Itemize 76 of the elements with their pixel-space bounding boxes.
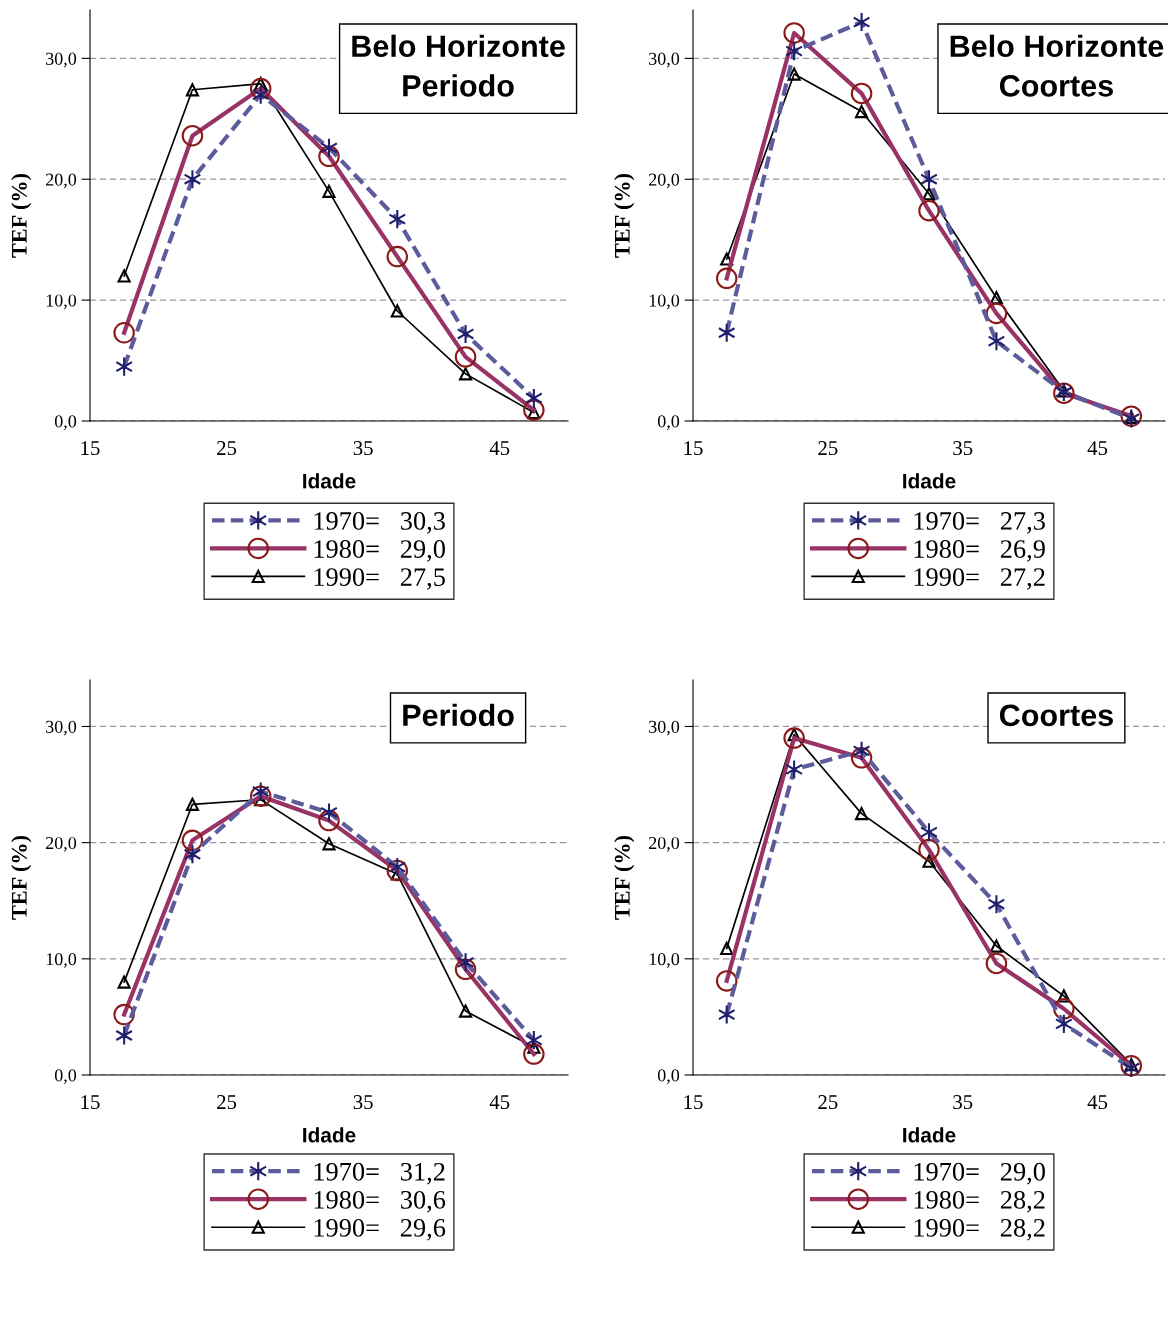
y-tick-label: 0,0 (657, 1069, 680, 1085)
y-axis-title: TEF (%) (614, 835, 635, 920)
point (322, 184, 336, 198)
y-axis-title: TEF (%) (11, 173, 32, 258)
legend-label: 1990= 27,2 (914, 568, 1045, 590)
text: Coortes (999, 704, 1113, 727)
y-tick-label: 30,0 (649, 720, 680, 736)
y-tick-label: 10,0 (649, 953, 680, 968)
x-axis-title: Idade (303, 1127, 356, 1143)
x-tick-label: 15 (684, 441, 703, 456)
x-tick-label: 35 (953, 441, 973, 456)
legend-label: 1980= 30,6 (314, 1190, 446, 1213)
y-tick-label: 10,0 (46, 953, 77, 968)
point (989, 939, 1004, 953)
point (117, 975, 131, 989)
y-tick-label: 30,0 (46, 720, 77, 736)
x-tick-label: 45 (1087, 441, 1108, 456)
point (458, 367, 473, 381)
x-tick-label: 25 (818, 1095, 838, 1110)
legend-label: 1970= 27,3 (914, 512, 1045, 534)
x-axis-title: Idade (903, 473, 956, 489)
point (185, 797, 200, 811)
text: Belo Horizonte Periodo (352, 34, 565, 97)
y-tick-label: 30,0 (649, 52, 680, 68)
point (390, 304, 404, 318)
y-tick-label: 0,0 (54, 415, 77, 431)
x-tick-label: 15 (684, 1095, 703, 1110)
y-tick-label: 10,0 (46, 294, 77, 310)
x-tick-label: 15 (81, 1095, 100, 1110)
legend-label: 1990= 27,5 (314, 568, 445, 590)
text: Belo Horizonte Coortes (950, 34, 1164, 97)
point (717, 322, 736, 343)
point (922, 854, 936, 868)
y-tick-label: 30,0 (46, 52, 77, 68)
legend-label: 1980= 28,2 (914, 1190, 1045, 1213)
x-tick-label: 45 (1087, 1095, 1108, 1110)
y-tick-label: 20,0 (46, 836, 77, 852)
x-tick-label: 25 (217, 1095, 237, 1110)
text: Periodo (403, 703, 514, 727)
legend-label: 1970= 31,2 (314, 1162, 445, 1185)
x-axis-title: Idade (303, 473, 356, 489)
x-tick-label: 25 (217, 441, 237, 456)
legend-label: 1990= 28,2 (914, 1218, 1045, 1241)
y-tick-label: 20,0 (46, 173, 77, 189)
y-axis-title: TEF (%) (11, 835, 32, 920)
point (185, 83, 200, 97)
point (720, 252, 734, 266)
point (1057, 989, 1071, 1003)
y-tick-label: 0,0 (54, 1069, 77, 1085)
x-axis-title: Idade (903, 1127, 956, 1143)
legend-label: 1990= 29,6 (314, 1218, 446, 1241)
point (787, 67, 801, 81)
legend-label: 1980= 26,9 (914, 540, 1045, 562)
x-tick-label: 45 (489, 441, 510, 456)
point (117, 269, 131, 283)
y-axis-title: TEF (%) (614, 173, 635, 258)
y-tick-label: 0,0 (657, 415, 680, 431)
point (458, 1004, 473, 1018)
legend-label: 1970= 30,3 (314, 512, 445, 534)
legend-label: 1980= 29,0 (314, 540, 445, 562)
point (854, 807, 869, 821)
point (854, 104, 869, 119)
x-tick-label: 35 (353, 1095, 373, 1110)
point (989, 291, 1004, 305)
legend-label: 1970= 29,0 (914, 1162, 1045, 1185)
x-tick-label: 35 (353, 441, 373, 456)
x-tick-label: 15 (81, 441, 100, 456)
y-tick-label: 20,0 (649, 173, 680, 189)
x-tick-label: 45 (489, 1095, 510, 1110)
x-tick-label: 35 (953, 1095, 973, 1110)
point (322, 837, 336, 851)
point (922, 187, 936, 201)
x-tick-label: 25 (818, 441, 838, 456)
y-tick-label: 20,0 (649, 836, 680, 852)
y-tick-label: 10,0 (649, 294, 680, 310)
point (720, 941, 734, 955)
